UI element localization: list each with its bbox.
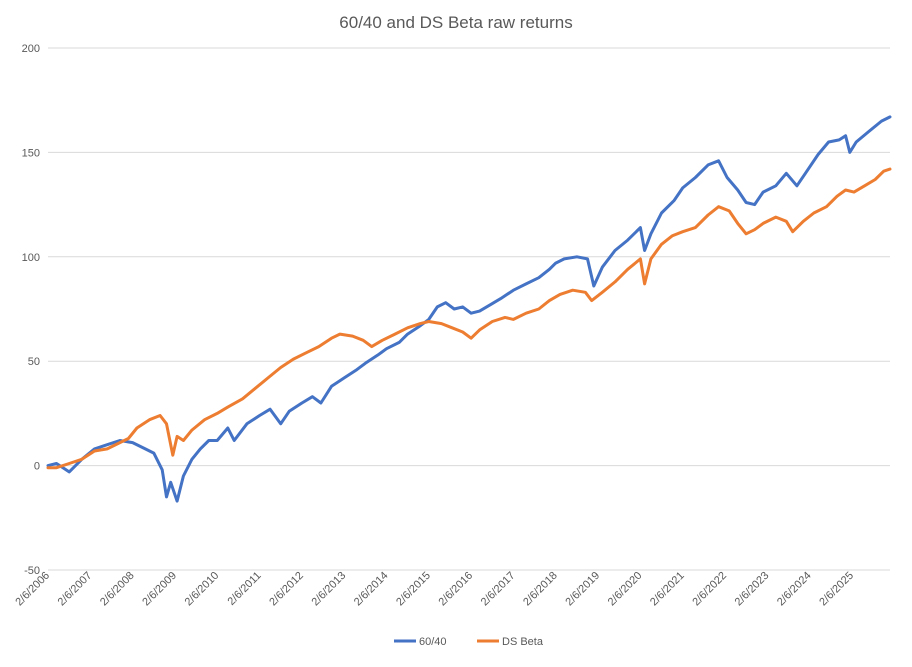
x-tick-label: 2/6/2008	[98, 570, 137, 609]
x-tick-label: 2/6/2012	[267, 570, 306, 609]
series-line-1	[46, 167, 892, 470]
x-axis-ticks: 2/6/2006 2/6/2007 2/6/2008 2/6/2009 2/6/2010…	[13, 570, 856, 609]
x-tick-label: 2/6/2011	[225, 570, 263, 608]
x-tick-label: 2/6/2024	[775, 570, 814, 609]
y-tick-label: 0	[34, 461, 40, 473]
x-tick-label: 2/6/2009	[140, 570, 179, 609]
chart-title: 60/40 and DS Beta raw returns	[339, 13, 572, 32]
x-tick-label: 2/6/2007	[56, 570, 95, 609]
x-tick-label: 2/6/2015	[394, 570, 433, 609]
legend-label: DS Beta	[502, 636, 544, 648]
y-tick-label: 200	[22, 43, 40, 55]
legend-label: 60/40	[419, 636, 447, 648]
x-tick-label: 2/6/2020	[606, 570, 645, 609]
x-tick-label: 2/6/2021	[648, 570, 687, 609]
x-tick-label: 2/6/2010	[183, 570, 222, 609]
y-axis-ticks: -50 0 50 100 150 200	[22, 43, 40, 577]
y-tick-label: 150	[22, 147, 40, 159]
y-tick-label: -50	[24, 565, 40, 577]
legend: 60/40 DS Beta	[394, 636, 544, 648]
x-tick-label: 2/6/2017	[479, 570, 518, 609]
x-tick-label: 2/6/2013	[310, 570, 349, 609]
x-tick-label: 2/6/2019	[563, 570, 602, 609]
x-tick-label: 2/6/2016	[436, 570, 475, 609]
x-tick-label: 2/6/2014	[352, 570, 391, 609]
x-tick-label: 2/6/2023	[733, 570, 772, 609]
series-line-0	[46, 115, 892, 503]
series-lines	[46, 115, 892, 503]
x-tick-label: 2/6/2025	[817, 570, 856, 609]
x-tick-label: 2/6/2022	[690, 570, 729, 609]
x-tick-label: 2/6/2018	[521, 570, 560, 609]
y-tick-label: 100	[22, 252, 40, 264]
y-tick-label: 50	[28, 356, 40, 368]
